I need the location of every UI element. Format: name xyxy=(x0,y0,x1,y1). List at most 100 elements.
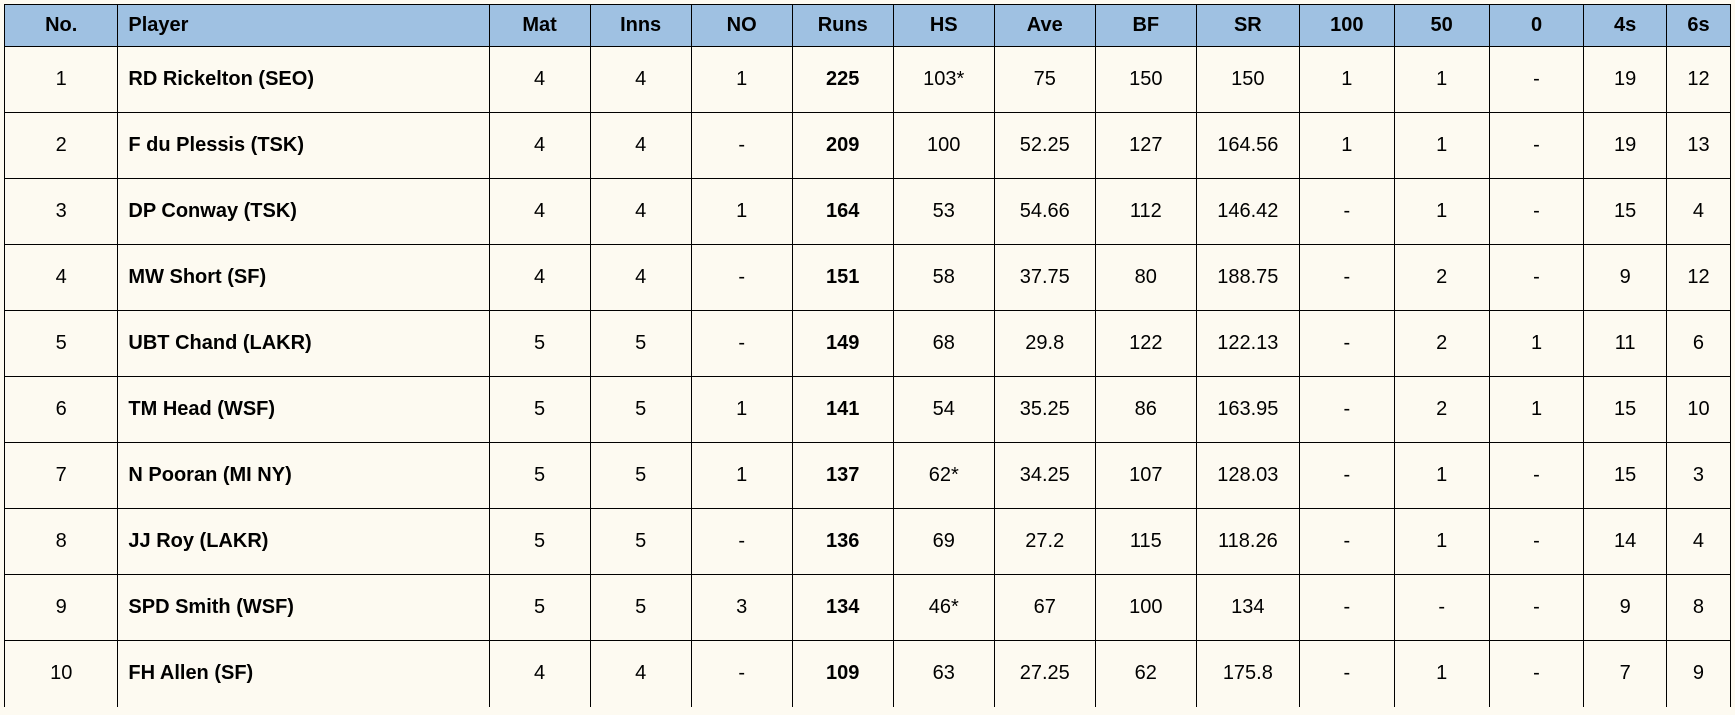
cell-runs: 225 xyxy=(792,47,893,113)
col-header-c100: 100 xyxy=(1299,5,1394,47)
cell-c4s: 19 xyxy=(1584,47,1666,113)
table-body: 1RD Rickelton (SEO)441225103*7515015011-… xyxy=(5,47,1731,707)
col-header-no: No. xyxy=(5,5,118,47)
cell-player: RD Rickelton (SEO) xyxy=(118,47,489,113)
table-row: 5UBT Chand (LAKR)55-1496829.8122122.13-2… xyxy=(5,311,1731,377)
cell-no: 9 xyxy=(5,575,118,641)
cell-bf: 127 xyxy=(1095,113,1196,179)
cell-c6s: 10 xyxy=(1666,377,1730,443)
cell-c6s: 3 xyxy=(1666,443,1730,509)
cell-mat: 4 xyxy=(489,245,590,311)
cell-bf: 100 xyxy=(1095,575,1196,641)
cell-mat: 4 xyxy=(489,179,590,245)
cell-bf: 150 xyxy=(1095,47,1196,113)
col-header-sr: SR xyxy=(1196,5,1299,47)
cell-sr: 128.03 xyxy=(1196,443,1299,509)
cell-c6s: 9 xyxy=(1666,641,1730,707)
cell-not_out: - xyxy=(691,113,792,179)
cell-mat: 4 xyxy=(489,113,590,179)
col-header-player: Player xyxy=(118,5,489,47)
cell-c6s: 6 xyxy=(1666,311,1730,377)
cell-c6s: 12 xyxy=(1666,47,1730,113)
table-row: 4MW Short (SF)44-1515837.7580188.75-2-91… xyxy=(5,245,1731,311)
cell-c100: - xyxy=(1299,179,1394,245)
cell-c50: 2 xyxy=(1394,245,1489,311)
cell-ave: 29.8 xyxy=(994,311,1095,377)
cell-bf: 62 xyxy=(1095,641,1196,707)
cell-player: FH Allen (SF) xyxy=(118,641,489,707)
table-row: 9SPD Smith (WSF)55313446*67100134---98 xyxy=(5,575,1731,641)
cell-c4s: 19 xyxy=(1584,113,1666,179)
cell-player: F du Plessis (TSK) xyxy=(118,113,489,179)
cell-hs: 58 xyxy=(893,245,994,311)
cell-not_out: 3 xyxy=(691,575,792,641)
table-row: 8JJ Roy (LAKR)55-1366927.2115118.26-1-14… xyxy=(5,509,1731,575)
stats-table: No.PlayerMatInnsNORunsHSAveBFSR1005004s6… xyxy=(4,4,1731,707)
cell-inns: 4 xyxy=(590,113,691,179)
cell-hs: 53 xyxy=(893,179,994,245)
cell-runs: 136 xyxy=(792,509,893,575)
table-row: 6TM Head (WSF)5511415435.2586163.95-2115… xyxy=(5,377,1731,443)
cell-c100: - xyxy=(1299,641,1394,707)
cell-hs: 103* xyxy=(893,47,994,113)
cell-c100: - xyxy=(1299,245,1394,311)
cell-inns: 5 xyxy=(590,509,691,575)
cell-inns: 5 xyxy=(590,377,691,443)
cell-inns: 4 xyxy=(590,245,691,311)
col-header-c0: 0 xyxy=(1489,5,1584,47)
cell-player: SPD Smith (WSF) xyxy=(118,575,489,641)
cell-no: 3 xyxy=(5,179,118,245)
cell-hs: 100 xyxy=(893,113,994,179)
cell-hs: 68 xyxy=(893,311,994,377)
cell-inns: 4 xyxy=(590,641,691,707)
cell-runs: 134 xyxy=(792,575,893,641)
cell-player: JJ Roy (LAKR) xyxy=(118,509,489,575)
col-header-not_out: NO xyxy=(691,5,792,47)
col-header-bf: BF xyxy=(1095,5,1196,47)
cell-c100: - xyxy=(1299,575,1394,641)
cell-player: MW Short (SF) xyxy=(118,245,489,311)
cell-runs: 137 xyxy=(792,443,893,509)
cell-not_out: - xyxy=(691,641,792,707)
cell-runs: 109 xyxy=(792,641,893,707)
cell-bf: 122 xyxy=(1095,311,1196,377)
cell-c100: - xyxy=(1299,443,1394,509)
cell-ave: 54.66 xyxy=(994,179,1095,245)
cell-not_out: 1 xyxy=(691,443,792,509)
cell-player: DP Conway (TSK) xyxy=(118,179,489,245)
cell-runs: 209 xyxy=(792,113,893,179)
cell-c6s: 12 xyxy=(1666,245,1730,311)
cell-no: 2 xyxy=(5,113,118,179)
table-row: 3DP Conway (TSK)4411645354.66112146.42-1… xyxy=(5,179,1731,245)
cell-ave: 34.25 xyxy=(994,443,1095,509)
cell-hs: 54 xyxy=(893,377,994,443)
cell-c6s: 4 xyxy=(1666,179,1730,245)
header-row: No.PlayerMatInnsNORunsHSAveBFSR1005004s6… xyxy=(5,5,1731,47)
cell-runs: 149 xyxy=(792,311,893,377)
cell-mat: 5 xyxy=(489,509,590,575)
cell-c0: - xyxy=(1489,113,1584,179)
cell-sr: 134 xyxy=(1196,575,1299,641)
cell-mat: 4 xyxy=(489,47,590,113)
cell-c4s: 9 xyxy=(1584,245,1666,311)
cell-sr: 146.42 xyxy=(1196,179,1299,245)
cell-c0: - xyxy=(1489,509,1584,575)
table-row: 1RD Rickelton (SEO)441225103*7515015011-… xyxy=(5,47,1731,113)
cell-c50: 1 xyxy=(1394,641,1489,707)
cell-c100: - xyxy=(1299,311,1394,377)
cell-ave: 37.75 xyxy=(994,245,1095,311)
cell-no: 4 xyxy=(5,245,118,311)
cell-sr: 150 xyxy=(1196,47,1299,113)
cell-no: 5 xyxy=(5,311,118,377)
cell-inns: 5 xyxy=(590,311,691,377)
cell-c0: 1 xyxy=(1489,377,1584,443)
cell-sr: 118.26 xyxy=(1196,509,1299,575)
cell-bf: 86 xyxy=(1095,377,1196,443)
cell-ave: 52.25 xyxy=(994,113,1095,179)
table-row: 10FH Allen (SF)44-1096327.2562175.8-1-79 xyxy=(5,641,1731,707)
cell-c4s: 7 xyxy=(1584,641,1666,707)
cell-c6s: 4 xyxy=(1666,509,1730,575)
cell-c100: - xyxy=(1299,377,1394,443)
cell-not_out: - xyxy=(691,245,792,311)
cell-c50: 1 xyxy=(1394,113,1489,179)
